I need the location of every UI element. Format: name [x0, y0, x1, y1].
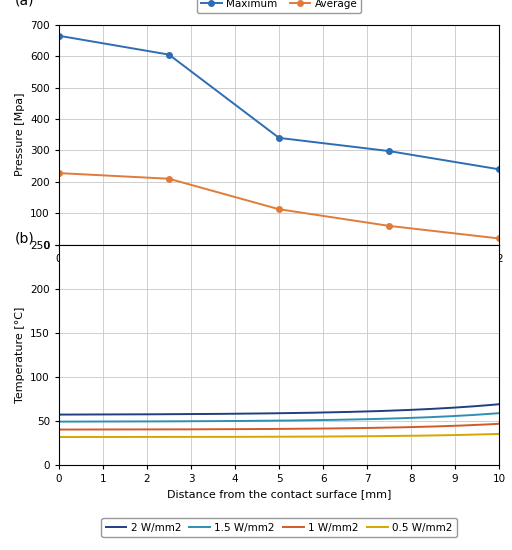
1 W/mm2 — [316, 425, 323, 432]
2 W/mm2 — [325, 409, 331, 416]
Line: 2 W/mm2: 2 W/mm2 — [59, 404, 499, 415]
2 W/mm2 — [455, 404, 461, 411]
1 W/mm2 — [427, 424, 433, 430]
2 W/mm2 — [318, 409, 324, 416]
Line: 0.5 W/mm2: 0.5 W/mm2 — [59, 434, 499, 437]
0.5 W/mm2 — [318, 433, 324, 440]
1.5 W/mm2 — [57, 419, 63, 425]
1.5 W/mm2 — [496, 410, 502, 416]
Average — [56, 170, 62, 177]
Maximum — [386, 148, 392, 155]
2 W/mm2 — [56, 411, 62, 418]
Average — [386, 223, 392, 229]
0.5 W/mm2 — [316, 433, 323, 440]
1.5 W/mm2 — [318, 417, 324, 424]
2 W/mm2 — [316, 409, 323, 416]
0.5 W/mm2 — [57, 434, 63, 441]
X-axis label: Heat Flux [W/mm2]: Heat Flux [W/mm2] — [224, 270, 334, 279]
Text: (a): (a) — [15, 0, 34, 8]
Legend: Maximum, Average: Maximum, Average — [197, 0, 361, 13]
Line: Average: Average — [56, 170, 502, 241]
0.5 W/mm2 — [427, 432, 433, 439]
Average — [166, 175, 172, 182]
2 W/mm2 — [496, 401, 502, 408]
1 W/mm2 — [496, 420, 502, 427]
1 W/mm2 — [325, 425, 331, 432]
1.5 W/mm2 — [316, 417, 323, 424]
Maximum — [56, 32, 62, 39]
Text: (b): (b) — [15, 232, 35, 245]
0.5 W/mm2 — [56, 434, 62, 441]
1.5 W/mm2 — [325, 417, 331, 424]
2 W/mm2 — [427, 406, 433, 412]
1 W/mm2 — [455, 422, 461, 429]
Y-axis label: Temperature [°C]: Temperature [°C] — [14, 306, 25, 403]
Y-axis label: Pressure [Mpa]: Pressure [Mpa] — [15, 93, 25, 177]
Maximum — [496, 166, 502, 173]
Maximum — [166, 51, 172, 58]
1.5 W/mm2 — [56, 419, 62, 425]
1.5 W/mm2 — [455, 412, 461, 419]
1 W/mm2 — [56, 426, 62, 433]
Average — [276, 206, 282, 212]
0.5 W/mm2 — [455, 432, 461, 438]
1 W/mm2 — [57, 426, 63, 433]
0.5 W/mm2 — [496, 431, 502, 437]
Line: Maximum: Maximum — [56, 33, 502, 172]
Line: 1 W/mm2: 1 W/mm2 — [59, 424, 499, 430]
1.5 W/mm2 — [427, 414, 433, 421]
Line: 1.5 W/mm2: 1.5 W/mm2 — [59, 413, 499, 422]
Average — [496, 235, 502, 242]
Legend: 2 W/mm2, 1.5 W/mm2, 1 W/mm2, 0.5 W/mm2: 2 W/mm2, 1.5 W/mm2, 1 W/mm2, 0.5 W/mm2 — [101, 518, 457, 537]
X-axis label: Distance from the contact surface [mm]: Distance from the contact surface [mm] — [167, 490, 391, 499]
1 W/mm2 — [318, 425, 324, 432]
2 W/mm2 — [57, 411, 63, 418]
Maximum — [276, 135, 282, 141]
0.5 W/mm2 — [325, 433, 331, 440]
